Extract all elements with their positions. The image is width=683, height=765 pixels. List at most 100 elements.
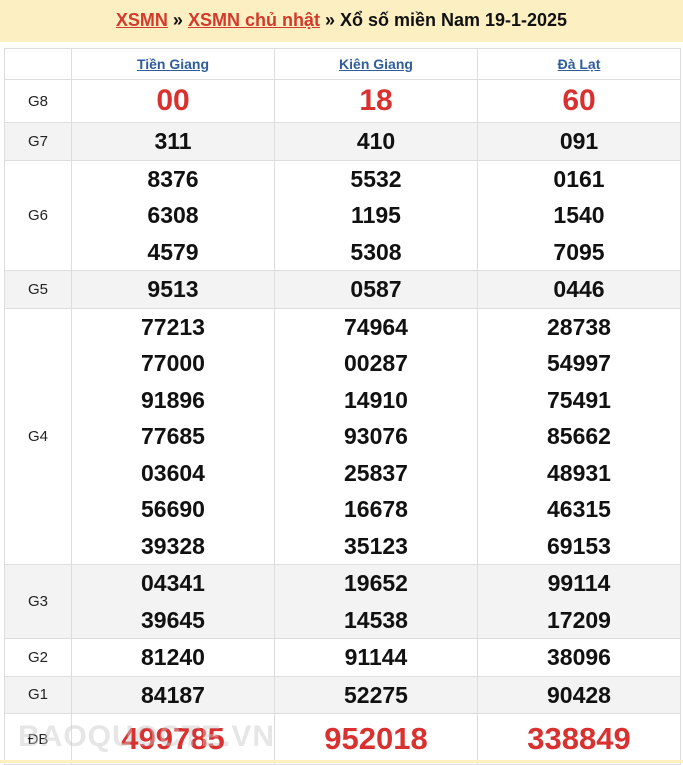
prize-label: G6 xyxy=(4,159,72,271)
prize-number: 48931 xyxy=(547,459,611,486)
corner-cell xyxy=(4,48,72,80)
prize-cell: 5532 1195 5308 xyxy=(274,159,478,271)
province-link-da-lat[interactable]: Đà Lạt xyxy=(557,56,601,72)
prize-row: G7 311 410 091 xyxy=(4,122,681,161)
prize-number: 6308 xyxy=(147,202,199,228)
prize-number: 52275 xyxy=(344,681,408,708)
prize-label: G5 xyxy=(4,270,72,309)
prize-number: 85662 xyxy=(547,423,611,449)
prize-cell: 81240 xyxy=(71,638,275,677)
prize-cell: 04341 39645 xyxy=(71,564,275,639)
prize-number: 69153 xyxy=(547,532,611,559)
prize-number: 99114 xyxy=(547,570,611,596)
prize-number: 8376 xyxy=(147,165,199,192)
footer-strip xyxy=(0,760,683,763)
prize-cell: 8376 6308 4579 xyxy=(71,159,275,271)
prize-cell: 410 xyxy=(274,122,478,161)
page-title: Xổ số miền Nam 19-1-2025 xyxy=(339,10,568,30)
prize-number: 00 xyxy=(156,84,190,117)
prize-number: 04341 xyxy=(141,570,205,596)
prize-cell: 9513 xyxy=(71,270,275,309)
separator: » xyxy=(167,10,188,30)
prize-label: G1 xyxy=(4,675,72,714)
separator: » xyxy=(319,10,340,30)
prize-row: ĐB 499785 952018 338849 xyxy=(4,713,681,765)
prize-number: 311 xyxy=(154,128,192,154)
prize-number: 16678 xyxy=(344,496,408,522)
prize-number: 90428 xyxy=(547,681,611,708)
prize-cell: 00 xyxy=(71,79,275,123)
prize-number: 28738 xyxy=(547,313,611,340)
xsmn-link[interactable]: XSMN xyxy=(115,10,168,30)
prize-row: G6 8376 6308 4579 5532 1195 5308 0161 1540 7095 xyxy=(4,159,681,271)
province-header: Đà Lạt xyxy=(477,48,681,80)
prize-row: G5 9513 0587 0446 xyxy=(4,270,681,309)
prize-cell: 52275 xyxy=(274,675,478,714)
prize-number: 56690 xyxy=(141,496,205,522)
prize-number: 77213 xyxy=(141,313,205,340)
prize-number: 5532 xyxy=(350,165,402,192)
prize-label: G2 xyxy=(4,638,72,677)
prize-row: G3 04341 39645 19652 14538 99114 17209 xyxy=(4,564,681,639)
prize-number: 0161 xyxy=(553,165,605,192)
prize-number: 46315 xyxy=(547,496,611,522)
prize-label: ĐB xyxy=(4,713,72,765)
prize-row: G4 77213 77000 91896 77685 03604 56690 39328 749… xyxy=(4,307,681,565)
results-table: Tiền Giang Kiên Giang Đà Lạt G8 00 18 60 G7 3… xyxy=(4,48,681,765)
prize-number: 7095 xyxy=(553,238,605,265)
prize-number: 84187 xyxy=(141,681,205,708)
prize-number: 39645 xyxy=(141,606,205,633)
prize-number: 54997 xyxy=(547,350,611,376)
xsmn-sunday-link[interactable]: XSMN chủ nhật xyxy=(187,10,320,30)
prize-cell: 091 xyxy=(477,122,681,161)
prize-cell: 74964 00287 14910 93076 25837 16678 35123 xyxy=(274,307,478,565)
prize-number: 14910 xyxy=(344,386,408,413)
prize-cell: 499785 xyxy=(71,713,275,765)
prize-cell: 28738 54997 75491 85662 48931 46315 69153 xyxy=(477,307,681,565)
prize-number: 03604 xyxy=(141,459,205,486)
prize-label: G3 xyxy=(4,564,72,639)
prize-number: 60 xyxy=(562,84,596,117)
prize-number: 25837 xyxy=(344,459,408,486)
prize-number: 091 xyxy=(559,128,599,154)
prize-number: 14538 xyxy=(344,606,408,633)
prize-number: 93076 xyxy=(344,423,408,449)
prize-label: G4 xyxy=(4,307,72,565)
prize-number: 338849 xyxy=(527,721,631,756)
prize-label: G7 xyxy=(4,122,72,161)
prize-cell: 311 xyxy=(71,122,275,161)
prize-number: 91896 xyxy=(141,386,205,413)
prize-number: 35123 xyxy=(344,532,408,559)
province-link-kien-giang[interactable]: Kiên Giang xyxy=(339,56,413,72)
prize-number: 9513 xyxy=(147,276,199,302)
province-link-tien-giang[interactable]: Tiền Giang xyxy=(136,56,210,72)
prize-number: 91144 xyxy=(344,644,408,670)
watermark: BAOQUOCTE.VN xyxy=(18,720,276,753)
prize-number: 00287 xyxy=(344,350,408,376)
prize-number: 5308 xyxy=(350,238,402,265)
prize-cell: 19652 14538 xyxy=(274,564,478,639)
prize-number: 17209 xyxy=(547,606,611,633)
prize-cell: 338849 xyxy=(477,713,681,765)
prize-cell: 77213 77000 91896 77685 03604 56690 39328 xyxy=(71,307,275,565)
prize-number: 77000 xyxy=(141,350,205,376)
prize-number: 81240 xyxy=(141,644,205,670)
prize-cell: 0587 xyxy=(274,270,478,309)
prize-number: 4579 xyxy=(147,238,199,265)
prize-label: G8 xyxy=(4,79,72,123)
prize-number: 39328 xyxy=(141,532,205,559)
prize-number: 499785 xyxy=(121,721,225,756)
prize-cell: 952018 xyxy=(274,713,478,765)
prize-row: G1 84187 52275 90428 xyxy=(4,675,681,714)
prize-cell: 18 xyxy=(274,79,478,123)
prize-cell: 90428 xyxy=(477,675,681,714)
prize-cell: 91144 xyxy=(274,638,478,677)
province-header: Tiền Giang xyxy=(71,48,275,80)
prize-number: 0587 xyxy=(350,276,402,302)
prize-number: 1540 xyxy=(553,202,605,228)
prize-cell: 38096 xyxy=(477,638,681,677)
prize-number: 77685 xyxy=(141,423,205,449)
province-header: Kiên Giang xyxy=(274,48,478,80)
prize-number: 19652 xyxy=(344,570,408,596)
page-header: XSMN » XSMN chủ nhật » Xổ số miền Nam 19… xyxy=(0,0,683,42)
